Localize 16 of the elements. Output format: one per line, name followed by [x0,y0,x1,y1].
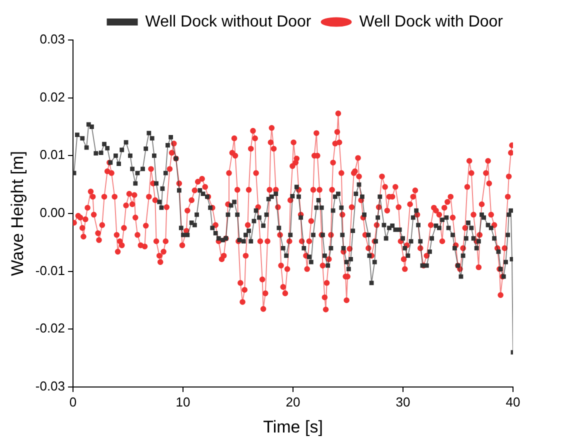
y-tick-label: 0.01 [40,147,66,162]
x-tick-label: 30 [396,394,410,410]
y-tick-label: 0.03 [40,32,66,47]
x-tick-label: 0 [69,394,77,410]
y-tick-label: -0.02 [35,320,66,336]
x-tick-label: 20 [286,394,300,410]
y-tick-label: -0.03 [35,378,66,394]
legend-label: Well Dock without Door [145,13,312,30]
x-axis-title: Time [s] [263,417,323,436]
y-tick-label: -0.01 [35,262,66,278]
y-tick-label: 0.02 [40,89,66,104]
y-axis-title: Wave Height [m] [8,150,27,276]
y-tick-label: 0.00 [40,205,66,220]
legend-label: Well Dock with Door [359,13,504,30]
x-tick-label: 10 [176,394,190,410]
x-tick-label: 40 [506,394,520,410]
